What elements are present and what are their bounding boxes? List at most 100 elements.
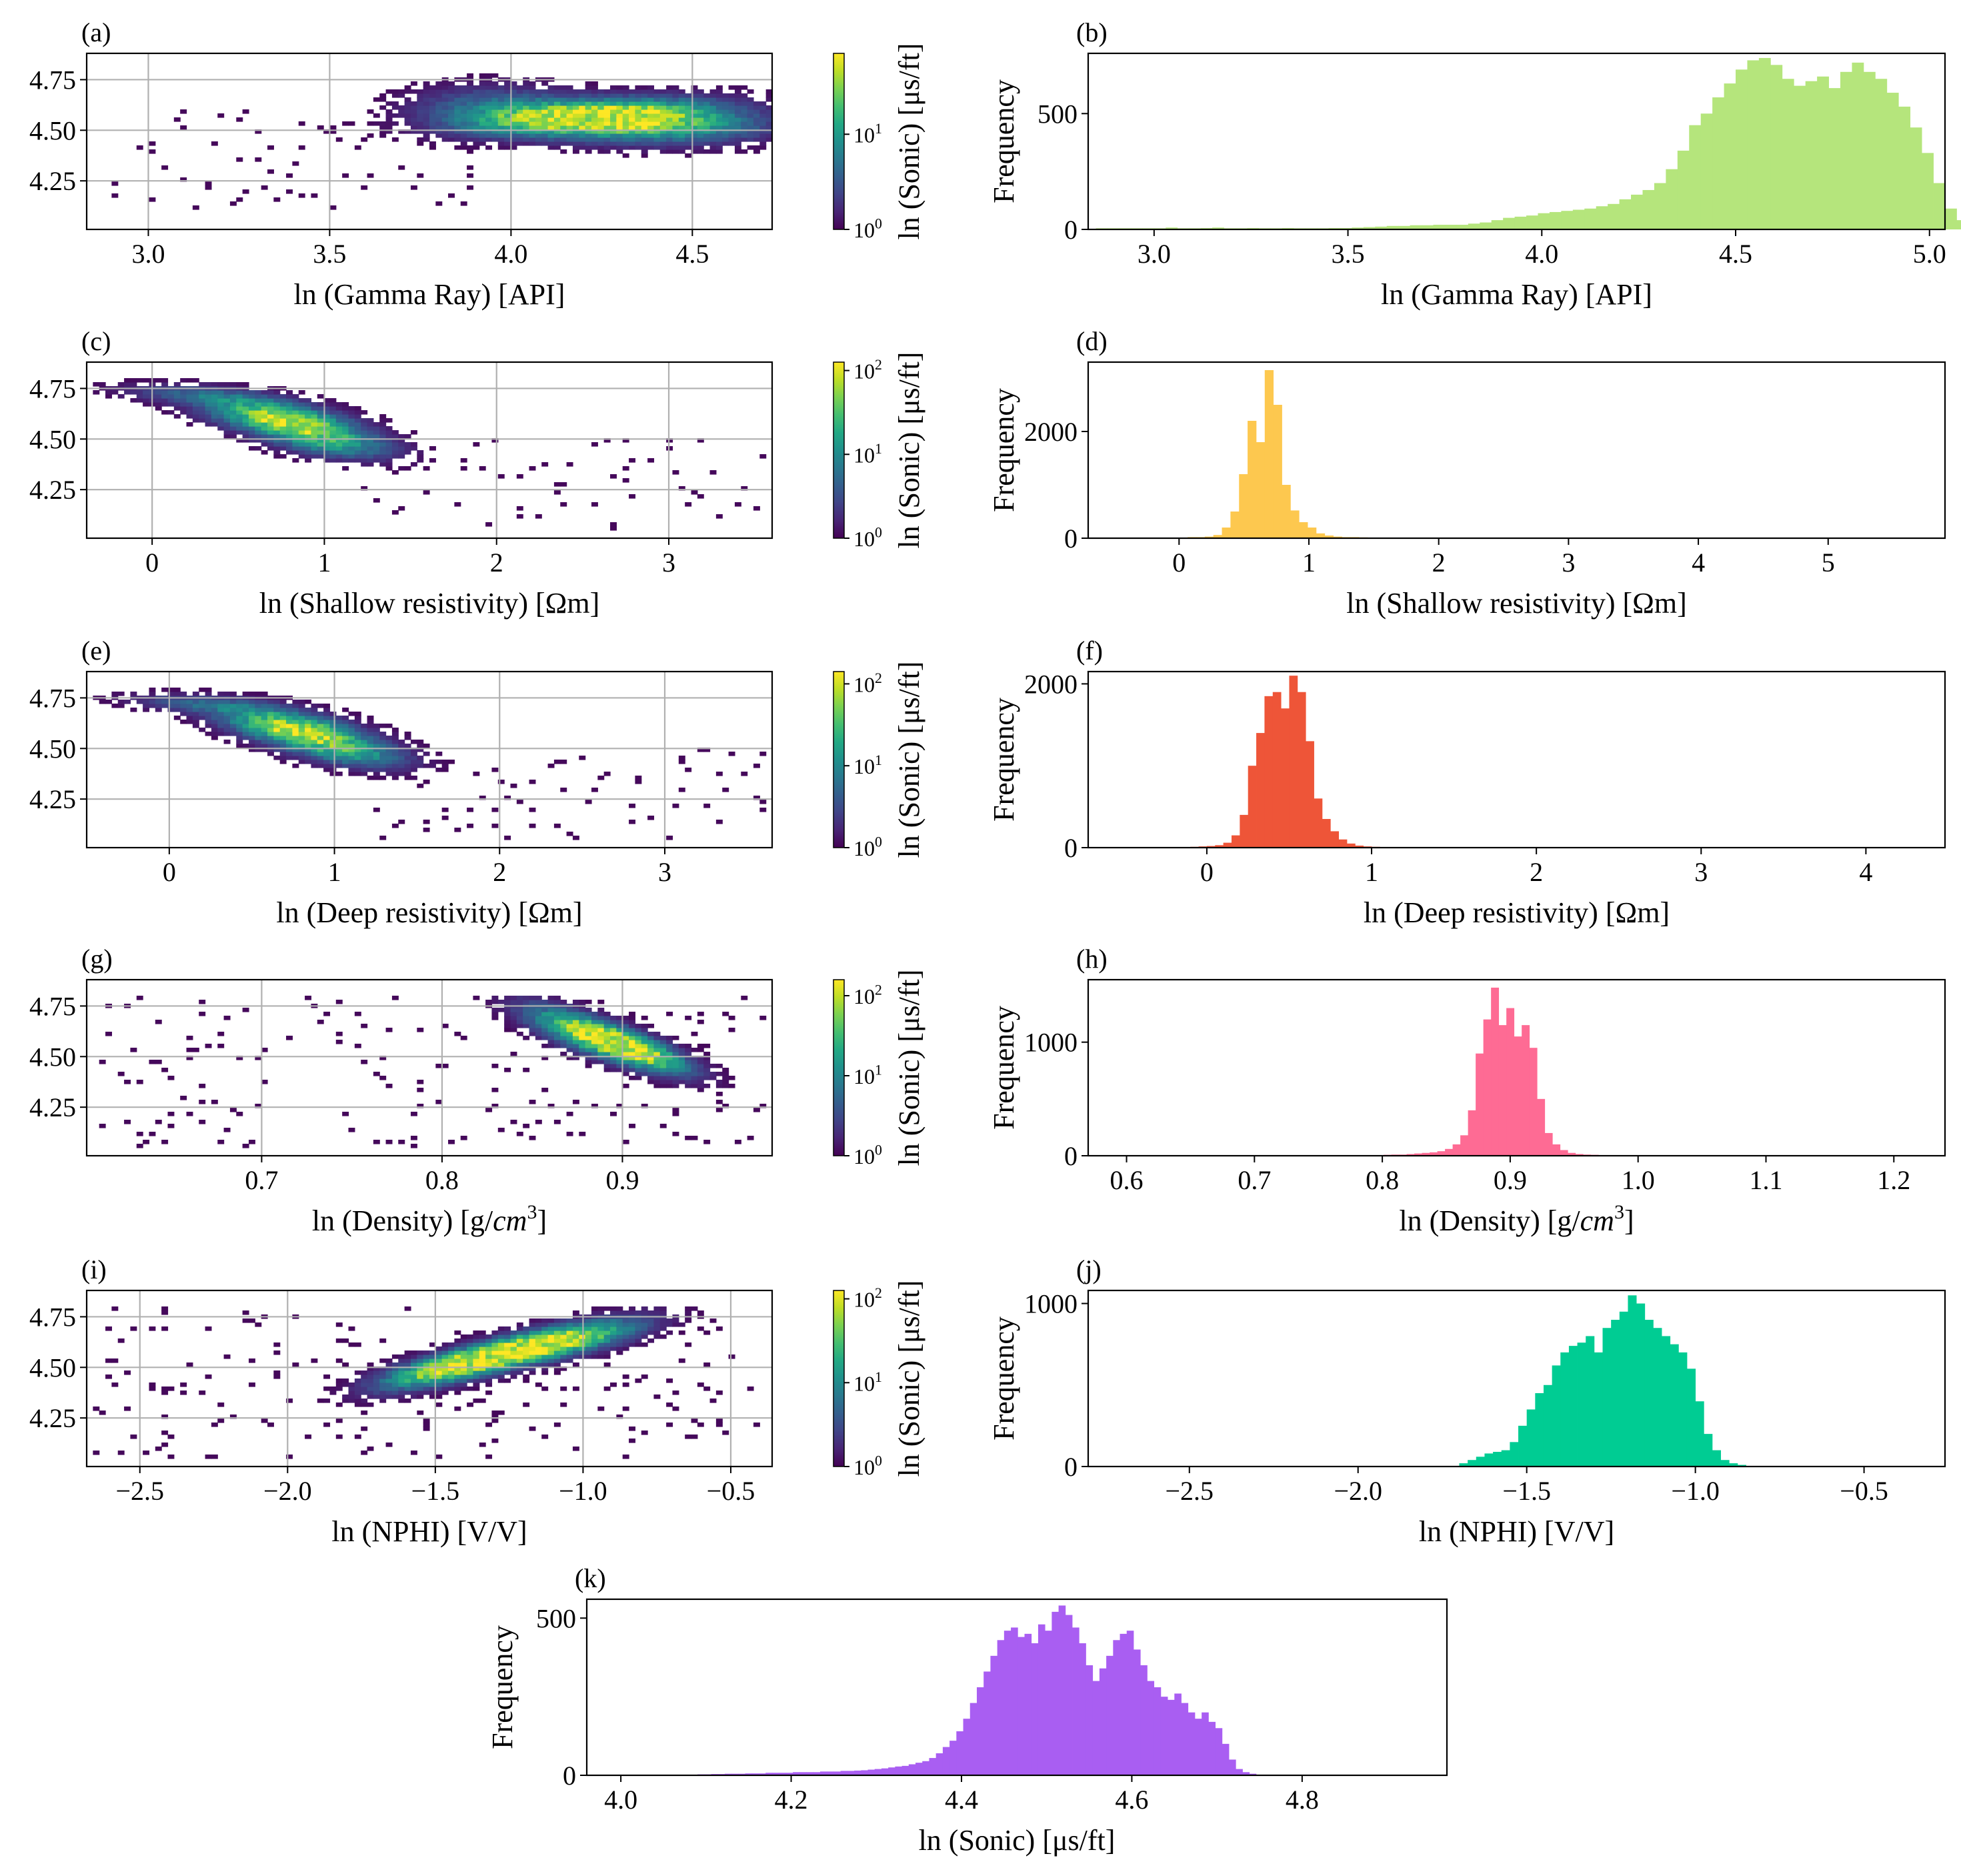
heatmap-cell [603,1354,611,1359]
heatmap-cell [547,1350,555,1355]
heatmap-cell [410,185,417,190]
heatmap-cell [572,1056,579,1060]
heatmap-cell [678,486,685,491]
heatmap-cell [367,764,374,768]
heatmap-cell [267,724,274,728]
heatmap-cell [566,1132,573,1136]
heatmap-cell [504,1338,511,1343]
heatmap-cell [560,1020,567,1024]
heatmap-cell [105,1374,112,1379]
heatmap-cell [572,1362,579,1367]
heatmap-cell [666,1322,673,1327]
heatmap-cell [367,768,374,772]
heatmap-cell [317,402,324,407]
heatmap-cell [597,137,605,142]
heatmap-cell [541,81,549,86]
colorbar-tick-label-exp: 2 [875,357,882,373]
heatmap-cell [741,97,748,102]
heatmap-cell [261,700,268,704]
heatmap-cell [261,720,268,724]
histogram-bar [956,1731,963,1775]
histogram-bar [1945,208,1957,229]
heatmap-cell [622,117,629,122]
heatmap-cell [616,1064,623,1068]
heatmap-cell [666,1048,673,1052]
heatmap-cell [728,1076,735,1080]
heatmap-cell [367,422,374,427]
histogram-bar [1256,733,1265,848]
heatmap-cell [342,173,349,178]
heatmap-cell [217,406,225,411]
heatmap-cell [205,181,212,186]
heatmap-cell [653,129,661,134]
heatmap-cell [566,1028,573,1032]
histogram-bar [1535,1393,1544,1467]
heatmap-cell [335,137,343,142]
heatmap-cell [672,804,679,808]
heatmap-cell [460,85,467,90]
heatmap-cell [273,434,281,439]
heatmap-cell [335,438,343,443]
heatmap-cell [367,1382,374,1387]
heatmap-cell [629,101,635,106]
histogram-bar [867,1769,875,1775]
heatmap-cell [448,109,455,114]
heatmap-cell [629,1068,635,1072]
heatmap-cell [553,117,561,122]
heatmap-cell [99,382,106,387]
histogram-bar [1355,845,1364,848]
heatmap-cell [610,105,617,110]
heatmap-cell [685,121,692,126]
heatmap-cell [629,1032,635,1036]
heatmap-cell [130,390,137,395]
heatmap-cell [348,748,355,752]
heatmap-cell [348,1386,355,1391]
heatmap-cell [367,446,374,451]
heatmap-cell [715,1080,723,1084]
heatmap-cell [685,1318,692,1323]
heatmap-cell [691,1084,698,1088]
heatmap-cell [703,129,711,134]
axes-frame-k [585,1598,1448,1777]
histogram-bar [969,1703,977,1775]
heatmap-cell [715,1419,723,1423]
heatmap-cell [572,101,579,106]
heatmap-cell [279,708,287,712]
heatmap-cell [373,760,380,764]
heatmap-cell [329,398,337,403]
heatmap-cell [342,466,349,471]
heatmap-cell [298,736,305,740]
heatmap-cell [367,720,374,724]
heatmap-cell [217,410,225,415]
heatmap-cell [553,1020,561,1024]
heatmap-cell [591,1032,598,1036]
heatmap-cell [529,1370,536,1375]
heatmap-cell [255,414,262,419]
heatmap-cell [591,145,598,150]
heatmap-cell [610,113,617,118]
heatmap-cell [385,462,393,467]
heatmap-cell [685,101,692,106]
heatmap-cell [635,117,642,122]
heatmap-cell [635,85,642,90]
heatmap-cell [379,752,387,756]
y-tick-label-g: 4.50 [29,1042,76,1072]
x-tick-label-i: −1.0 [559,1476,607,1506]
heatmap-cell [510,89,517,94]
heatmap-cell [217,113,225,118]
heatmap-cell [149,1132,156,1136]
heatmap-cell [579,1016,586,1020]
heatmap-cell [485,113,493,118]
heatmap-cell [441,1358,449,1363]
heatmap-cell [467,1338,474,1343]
heatmap-cell [229,426,237,431]
heatmap-cell [523,1330,530,1335]
heatmap-cell [597,1048,605,1052]
heatmap-cell [485,121,493,126]
heatmap-cell [523,141,530,146]
heatmap-cell [697,1084,704,1088]
heatmap-cell [635,141,642,146]
heatmap-cell [572,1000,579,1004]
heatmap-cell [653,141,661,146]
heatmap-cell [585,133,592,138]
